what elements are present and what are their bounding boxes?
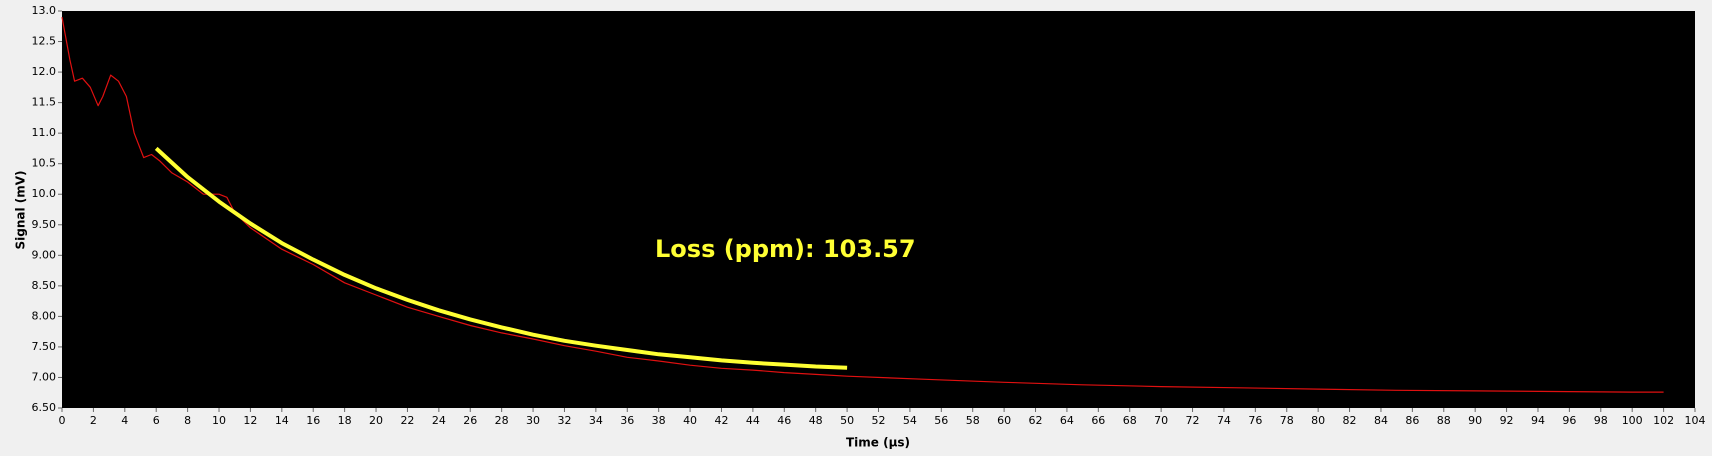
y-tick-label: 13.0 [32,4,57,17]
y-tick-label: 11.5 [32,96,57,109]
x-tick-label: 48 [809,414,823,427]
x-tick-label: 6 [153,414,160,427]
x-tick-label: 104 [1685,414,1706,427]
y-tick-label: 6.50 [32,401,57,414]
y-axis-title: Signal (mV) [14,170,28,249]
plot-area [62,11,1695,408]
x-tick-label: 58 [966,414,980,427]
x-tick-label: 80 [1311,414,1325,427]
x-tick-label: 50 [840,414,854,427]
x-tick-label: 76 [1248,414,1262,427]
x-tick-label: 68 [1123,414,1137,427]
x-tick-label: 46 [777,414,791,427]
x-tick-label: 40 [683,414,697,427]
x-tick-label: 96 [1562,414,1576,427]
y-tick-label: 12.0 [32,65,57,78]
x-tick-label: 10 [212,414,226,427]
y-tick-label: 10.0 [32,187,57,200]
x-tick-label: 88 [1437,414,1451,427]
y-tick-label: 7.00 [32,370,57,383]
x-tick-label: 98 [1594,414,1608,427]
x-tick-label: 86 [1405,414,1419,427]
x-axis-title: Time (µs) [846,436,910,450]
x-tick-label: 92 [1500,414,1514,427]
x-tick-label: 34 [589,414,603,427]
x-tick-label: 4 [121,414,128,427]
y-tick-label: 7.50 [32,340,57,353]
y-tick-label: 10.5 [32,157,57,170]
x-tick-label: 8 [184,414,191,427]
x-tick-label: 66 [1091,414,1105,427]
x-tick-label: 36 [620,414,634,427]
x-tick-label: 16 [306,414,320,427]
y-tick-label: 8.50 [32,279,57,292]
x-tick-label: 42 [714,414,728,427]
x-tick-label: 28 [495,414,509,427]
x-tick-label: 60 [997,414,1011,427]
x-tick-label: 2 [90,414,97,427]
x-tick-label: 64 [1060,414,1074,427]
annotation: Loss (ppm): 103.57 [655,235,916,263]
x-tick-label: 56 [934,414,948,427]
x-tick-label: 20 [369,414,383,427]
x-tick-label: 72 [1186,414,1200,427]
x-tick-label: 0 [59,414,66,427]
x-tick-label: 102 [1653,414,1674,427]
y-tick-label: 8.00 [32,309,57,322]
x-tick-label: 62 [1029,414,1043,427]
x-tick-label: 14 [275,414,289,427]
x-tick-label: 24 [432,414,446,427]
x-tick-label: 30 [526,414,540,427]
y-tick-label: 12.5 [32,35,57,48]
x-tick-label: 44 [746,414,760,427]
x-tick-label: 52 [872,414,886,427]
y-tick-label: 11.0 [32,126,57,139]
x-tick-label: 74 [1217,414,1231,427]
y-tick-label: 9.50 [32,218,57,231]
x-tick-label: 90 [1468,414,1482,427]
x-tick-label: 70 [1154,414,1168,427]
x-tick-label: 26 [463,414,477,427]
x-tick-label: 84 [1374,414,1388,427]
x-tick-label: 22 [400,414,414,427]
x-tick-label: 32 [557,414,571,427]
x-tick-label: 94 [1531,414,1545,427]
x-tick-label: 78 [1280,414,1294,427]
x-tick-label: 18 [338,414,352,427]
x-tick-label: 82 [1343,414,1357,427]
x-tick-label: 38 [652,414,666,427]
series-line [61,16,1664,393]
series-line [154,146,848,370]
x-tick-label: 100 [1622,414,1643,427]
y-tick-label: 9.00 [32,248,57,261]
x-tick-label: 54 [903,414,917,427]
x-tick-label: 12 [243,414,257,427]
